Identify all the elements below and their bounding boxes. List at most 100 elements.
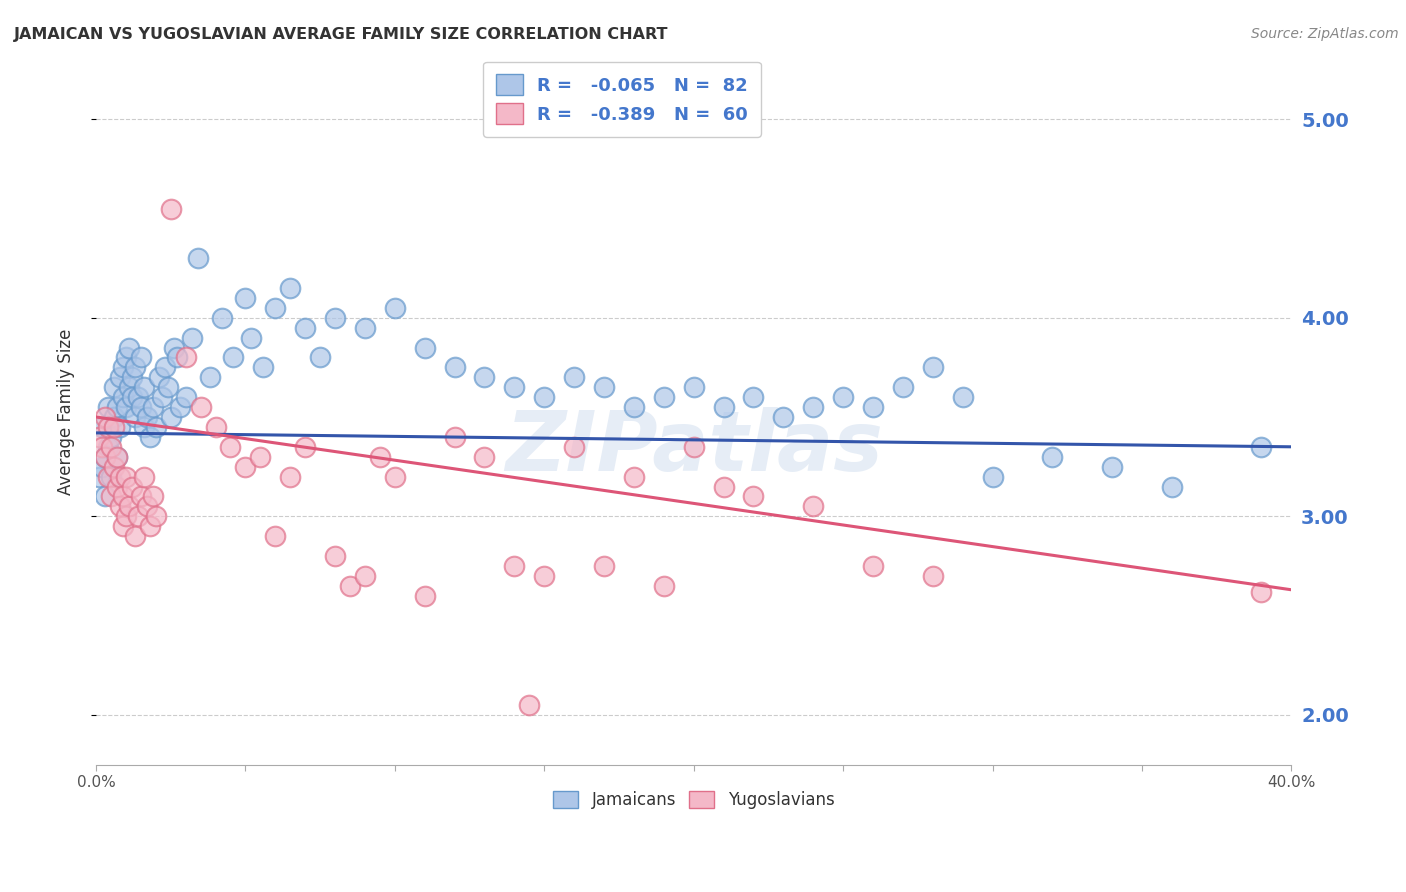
Point	[772, 410, 794, 425]
Point	[108, 370, 131, 384]
Point	[593, 380, 616, 394]
Point	[1160, 479, 1182, 493]
Point	[87, 469, 110, 483]
Point	[503, 558, 526, 573]
Point	[517, 698, 540, 712]
Point	[94, 450, 117, 464]
Point	[1040, 450, 1063, 464]
Point	[156, 380, 179, 394]
Point	[742, 390, 765, 404]
Point	[100, 440, 122, 454]
Point	[153, 360, 176, 375]
Point	[105, 400, 128, 414]
Point	[323, 549, 346, 563]
Point	[264, 301, 287, 315]
Point	[443, 360, 465, 375]
Point	[159, 410, 181, 425]
Point	[145, 509, 167, 524]
Point	[121, 370, 143, 384]
Point	[180, 330, 202, 344]
Point	[384, 301, 406, 315]
Text: Source: ZipAtlas.com: Source: ZipAtlas.com	[1251, 27, 1399, 41]
Point	[187, 251, 209, 265]
Point	[682, 380, 704, 394]
Point	[97, 469, 120, 483]
Point	[103, 459, 125, 474]
Point	[204, 420, 226, 434]
Point	[129, 490, 152, 504]
Point	[135, 410, 157, 425]
Point	[384, 469, 406, 483]
Point	[159, 202, 181, 216]
Point	[198, 370, 221, 384]
Point	[368, 450, 391, 464]
Point	[97, 420, 120, 434]
Point	[139, 519, 162, 533]
Point	[278, 281, 301, 295]
Point	[169, 400, 191, 414]
Text: ZIPatlas: ZIPatlas	[505, 407, 883, 488]
Point	[1250, 584, 1272, 599]
Point	[105, 479, 128, 493]
Point	[94, 450, 117, 464]
Point	[474, 370, 496, 384]
Legend: Jamaicans, Yugoslavians: Jamaicans, Yugoslavians	[547, 785, 841, 816]
Point	[190, 400, 212, 414]
Point	[91, 459, 114, 474]
Point	[115, 351, 138, 365]
Point	[652, 579, 675, 593]
Point	[148, 370, 170, 384]
Point	[129, 351, 152, 365]
Point	[891, 380, 914, 394]
Point	[105, 450, 128, 464]
Point	[294, 440, 316, 454]
Point	[118, 380, 141, 394]
Point	[503, 380, 526, 394]
Point	[474, 450, 496, 464]
Point	[952, 390, 974, 404]
Point	[252, 360, 274, 375]
Point	[111, 360, 134, 375]
Point	[100, 430, 122, 444]
Point	[862, 400, 884, 414]
Point	[124, 360, 146, 375]
Point	[97, 440, 120, 454]
Point	[108, 500, 131, 514]
Point	[682, 440, 704, 454]
Point	[111, 490, 134, 504]
Point	[562, 370, 585, 384]
Point	[103, 380, 125, 394]
Point	[132, 380, 155, 394]
Point	[127, 390, 149, 404]
Point	[1250, 440, 1272, 454]
Point	[103, 410, 125, 425]
Point	[339, 579, 361, 593]
Point	[118, 500, 141, 514]
Point	[219, 440, 242, 454]
Point	[443, 430, 465, 444]
Y-axis label: Average Family Size: Average Family Size	[58, 329, 75, 495]
Point	[97, 400, 120, 414]
Point	[91, 420, 114, 434]
Point	[163, 341, 186, 355]
Point	[623, 400, 645, 414]
Point	[533, 569, 555, 583]
Point	[278, 469, 301, 483]
Point	[121, 390, 143, 404]
Point	[593, 558, 616, 573]
Point	[135, 500, 157, 514]
Point	[222, 351, 245, 365]
Point	[145, 420, 167, 434]
Point	[132, 420, 155, 434]
Point	[562, 440, 585, 454]
Point	[174, 351, 197, 365]
Point	[413, 341, 436, 355]
Point	[118, 341, 141, 355]
Point	[111, 519, 134, 533]
Point	[127, 509, 149, 524]
Point	[235, 291, 257, 305]
Point	[211, 310, 233, 325]
Point	[142, 400, 165, 414]
Point	[100, 469, 122, 483]
Point	[921, 569, 943, 583]
